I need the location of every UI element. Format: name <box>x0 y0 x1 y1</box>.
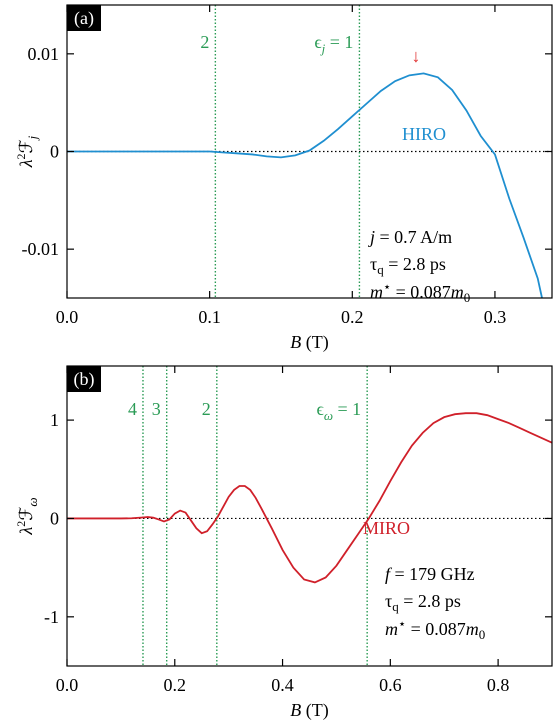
y-axis-label-part: ω <box>25 497 40 506</box>
marker-label-part: j <box>320 41 326 56</box>
y-axis-label-part: j <box>25 135 40 141</box>
marker-label-part: ω <box>324 408 333 423</box>
marker-label: ϵω = 1 <box>317 399 362 423</box>
marker-label: 2 <box>200 32 209 52</box>
y-tick-label: -0.01 <box>22 239 60 259</box>
series-label: MIRO <box>363 518 410 538</box>
y-axis-label-part: 2 <box>14 153 28 159</box>
y-axis-label-part: 2 <box>14 521 28 527</box>
marker-label-part: = 1 <box>325 32 353 52</box>
marker-label-part: 3 <box>152 399 161 419</box>
data-line <box>67 72 543 298</box>
marker-label-part: 4 <box>128 399 137 419</box>
arrow-annotation: ↓ <box>412 46 421 66</box>
param-line: f = 179 GHz <box>385 564 475 584</box>
y-axis-label-part: λ <box>16 159 36 168</box>
x-tick-label: 0.8 <box>487 675 510 695</box>
panel-label-box <box>67 5 101 31</box>
x-tick-label: 0.2 <box>164 675 187 695</box>
y-axis-label-part: ℱ <box>16 139 36 153</box>
marker-label: ϵj = 1 <box>314 32 353 56</box>
x-tick-label: 0.0 <box>56 307 79 327</box>
marker-label: 3 <box>152 399 161 419</box>
plot-frame <box>66 365 553 667</box>
x-tick-label: 0.1 <box>198 307 221 327</box>
y-axis-label: λ2ℱω <box>14 497 40 535</box>
x-axis-label-part: B <box>290 700 301 720</box>
panel-label: (b) <box>74 369 95 390</box>
marker-label-part: ϵ <box>314 32 321 52</box>
marker-label: 4 <box>128 399 137 419</box>
x-tick-label: 0.4 <box>271 675 294 695</box>
x-tick-label: 0.3 <box>484 307 507 327</box>
y-tick-label: -1 <box>44 607 59 627</box>
y-tick-label: 0.01 <box>28 44 60 64</box>
param-line: τq = 2.8 ps <box>370 254 446 277</box>
panel-label: (a) <box>74 8 94 29</box>
marker-label-part: 2 <box>200 32 209 52</box>
series-label: HIRO <box>402 124 446 144</box>
x-tick-label: 0.0 <box>56 675 79 695</box>
marker-label-part: = 1 <box>333 399 361 419</box>
param-line: τq = 2.8 ps <box>385 591 461 614</box>
data-line <box>67 412 552 584</box>
marker-label-part: ϵ <box>317 399 324 419</box>
x-axis-label: B (T) <box>290 332 328 353</box>
marker-label-part: 2 <box>202 399 211 419</box>
panel-label-box <box>67 366 101 392</box>
y-tick-label: 1 <box>50 410 59 430</box>
x-tick-label: 0.2 <box>341 307 364 327</box>
y-axis-label-part: ℱ <box>16 507 36 521</box>
x-axis-label-part: (T) <box>301 700 328 721</box>
y-tick-label: 0 <box>50 508 59 528</box>
y-axis-label: λ2ℱj <box>14 135 40 168</box>
x-axis-label: B (T) <box>290 700 328 721</box>
marker-label: 2 <box>202 399 211 419</box>
x-axis-label-part: B <box>290 332 301 352</box>
x-tick-label: 0.6 <box>379 675 402 695</box>
y-axis-label-part: λ <box>16 527 36 536</box>
param-line: m⋆ = 0.087m0 <box>370 279 470 305</box>
y-tick-label: 0 <box>50 142 59 162</box>
param-line: j = 0.7 A/m <box>368 227 452 247</box>
param-line: m⋆ = 0.087m0 <box>385 616 485 642</box>
x-axis-label-part: (T) <box>301 332 328 353</box>
